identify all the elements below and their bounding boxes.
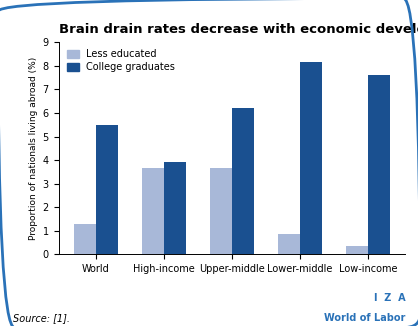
Bar — [368, 75, 390, 254]
Bar — [278, 234, 300, 254]
Bar — [300, 62, 322, 254]
Text: Source: [1].: Source: [1]. — [13, 313, 69, 323]
Y-axis label: Proportion of nationals living abroad (%): Proportion of nationals living abroad (%… — [29, 57, 38, 240]
Text: World of Labor: World of Labor — [324, 313, 405, 323]
Text: I  Z  A: I Z A — [374, 293, 405, 303]
Bar — [232, 108, 254, 254]
Text: Brain drain rates decrease with economic development: Brain drain rates decrease with economic… — [59, 23, 418, 36]
Bar — [96, 125, 118, 254]
Legend: Less educated, College graduates: Less educated, College graduates — [67, 49, 175, 72]
Bar — [164, 162, 186, 254]
Bar — [210, 168, 232, 254]
Bar — [346, 246, 368, 254]
Bar — [142, 168, 164, 254]
Bar — [74, 224, 96, 254]
